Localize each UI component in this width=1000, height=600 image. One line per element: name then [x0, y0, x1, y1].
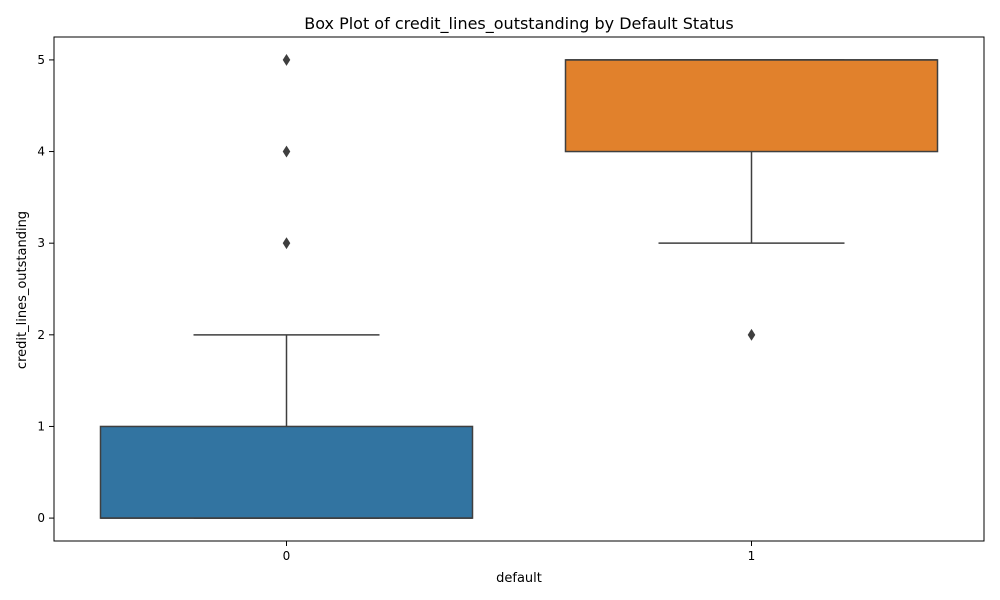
box-category-1 — [564, 59, 939, 341]
y-tick-label: 2 — [37, 328, 45, 342]
box-category-0 — [99, 53, 474, 519]
iqr-box — [564, 59, 939, 153]
y-tick-label: 3 — [37, 236, 45, 250]
outlier-point — [282, 53, 291, 66]
plot-area — [53, 36, 985, 542]
outlier-point — [282, 237, 291, 250]
plot-frame — [53, 36, 985, 542]
y-axis-label: credit_lines_outstanding — [15, 211, 30, 369]
boxes-group — [99, 53, 939, 519]
outlier-point — [747, 328, 756, 341]
y-tick-label: 5 — [37, 53, 45, 67]
chart-title: Box Plot of credit_lines_outstanding by … — [304, 14, 734, 34]
x-axis-label: default — [496, 571, 542, 586]
x-tick-label: 1 — [748, 549, 756, 563]
y-tick-label: 4 — [37, 145, 45, 159]
x-tick-label: 0 — [283, 549, 291, 563]
y-axis: 0 1 2 3 4 5 — [37, 53, 54, 525]
iqr-box — [99, 425, 474, 519]
y-tick-label: 0 — [37, 511, 45, 525]
y-tick-label: 1 — [37, 419, 45, 433]
outlier-point — [282, 145, 291, 158]
